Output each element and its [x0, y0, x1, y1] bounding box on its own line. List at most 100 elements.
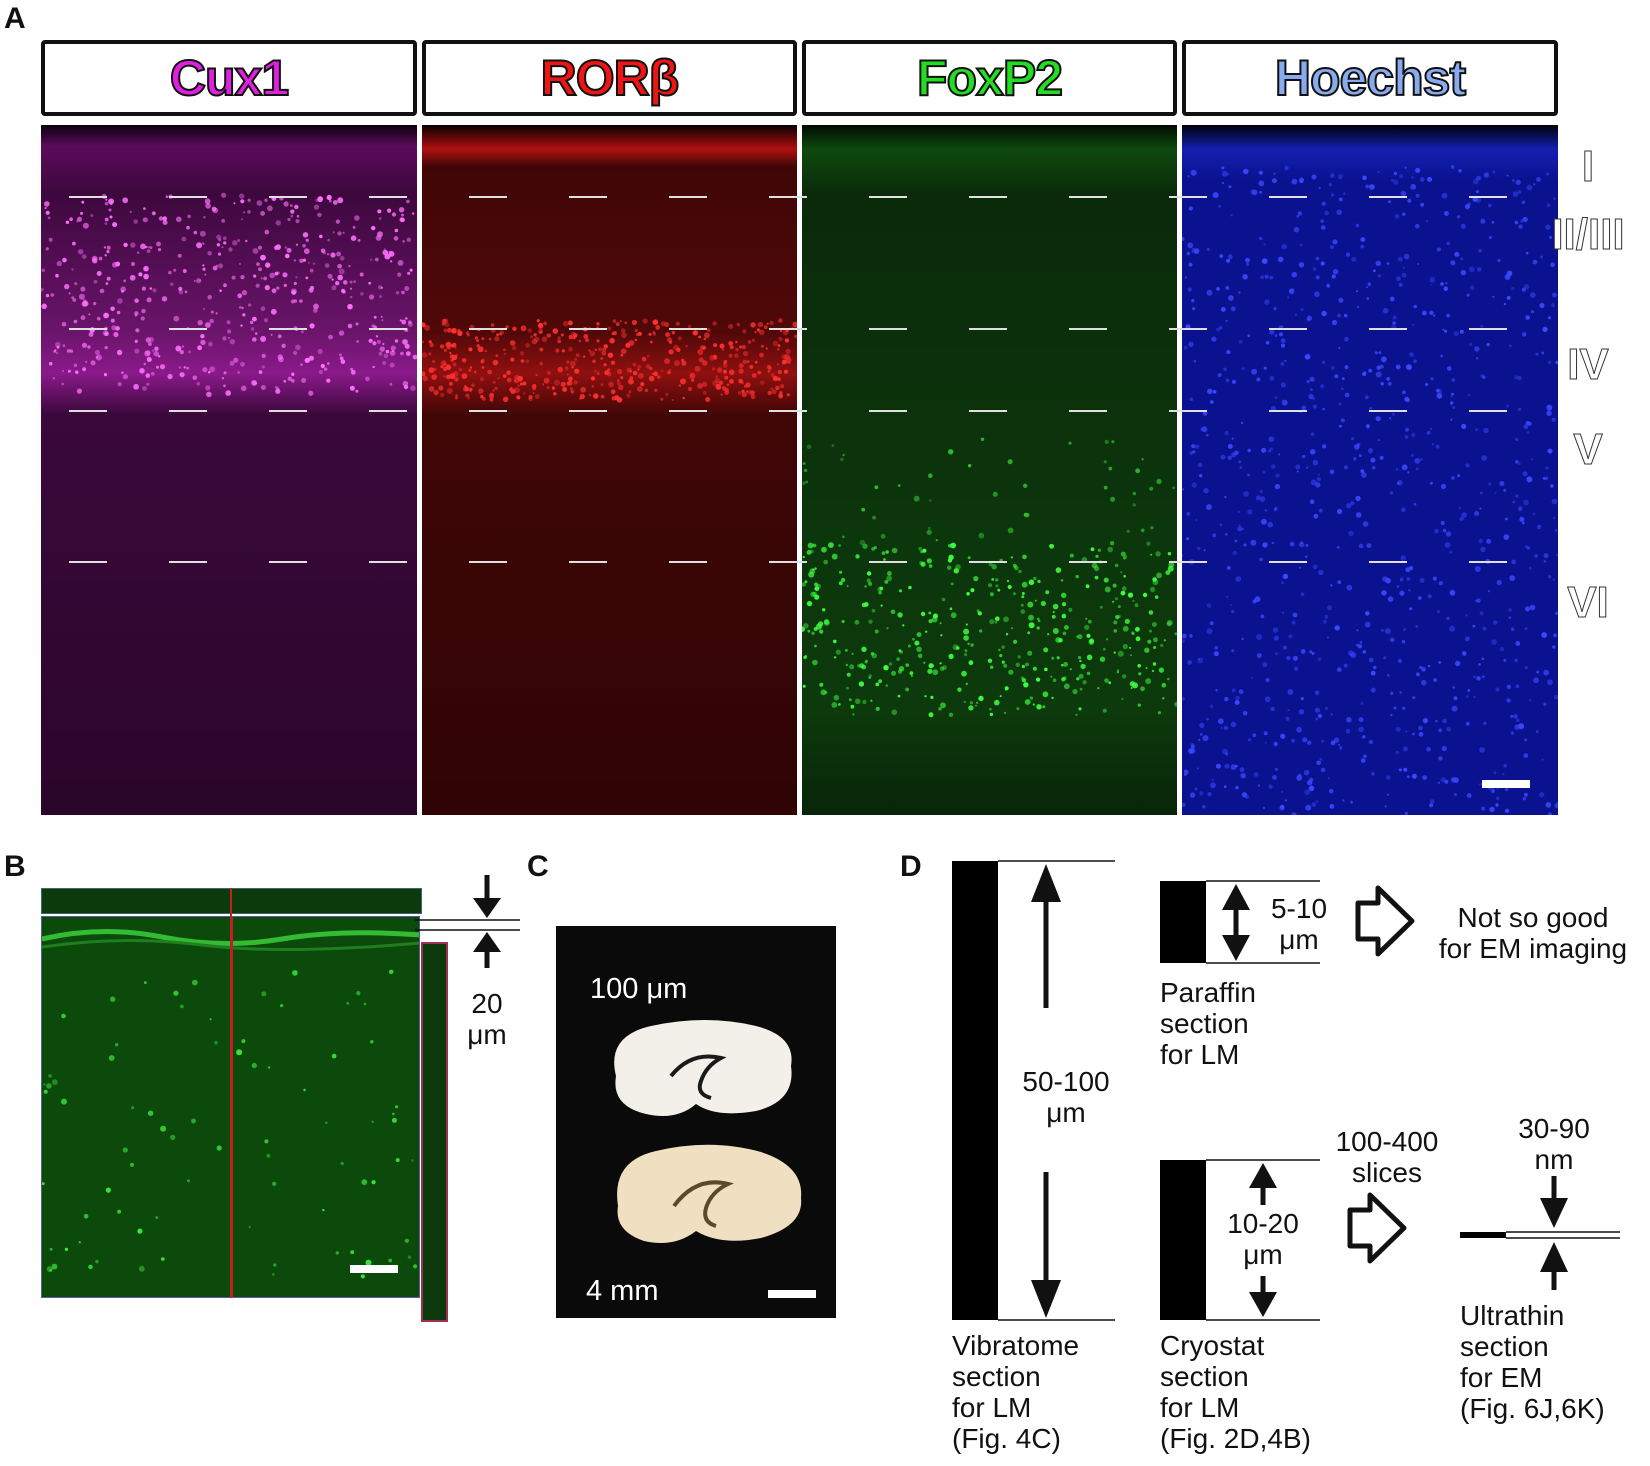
cell-speckle: [140, 243, 146, 250]
cell-speckle: [108, 198, 114, 205]
cell-speckle: [1189, 451, 1193, 455]
cell-speckle: [332, 200, 338, 205]
cell-speckle: [216, 1145, 222, 1151]
cell-speckle: [1206, 717, 1209, 721]
cell-speckle: [1086, 654, 1093, 661]
cell-speckle: [1461, 512, 1467, 518]
cell-speckle: [1452, 406, 1456, 409]
cell-speckle: [977, 611, 982, 616]
cell-speckle: [948, 653, 954, 660]
cell-speckle: [1121, 698, 1124, 700]
cell-speckle: [1510, 627, 1515, 631]
cell-speckle: [1508, 616, 1511, 619]
cell-speckle: [1231, 379, 1237, 384]
cell-speckle: [712, 321, 717, 326]
cell-speckle: [1103, 485, 1108, 490]
cell-speckle: [442, 375, 446, 378]
cell-speckle: [395, 291, 400, 295]
cell-speckle: [1469, 285, 1475, 290]
cell-speckle: [1391, 412, 1395, 416]
cell-speckle: [767, 390, 772, 396]
layer-label-iv: IV: [1567, 340, 1610, 390]
cell-speckle: [1322, 619, 1327, 624]
cell-speckle: [1517, 506, 1523, 512]
cell-speckle: [1085, 617, 1088, 620]
cell-speckle: [1431, 443, 1434, 446]
cell-speckle: [178, 289, 184, 295]
cell-speckle: [269, 272, 275, 279]
cell-speckle: [1406, 364, 1412, 370]
cell-speckle: [648, 332, 652, 336]
cell-speckle: [1280, 362, 1285, 366]
cell-speckle: [714, 377, 721, 383]
cell-speckle: [1157, 711, 1161, 715]
cell-speckle: [955, 646, 960, 650]
cell-speckle: [1141, 458, 1144, 461]
cell-speckle: [786, 360, 791, 365]
cell-speckle: [634, 338, 638, 342]
cell-speckle: [1287, 709, 1290, 712]
cell-speckle: [1340, 418, 1345, 423]
cell-speckle: [1553, 516, 1556, 520]
cell-speckle: [1207, 388, 1213, 394]
cell-speckle: [1481, 657, 1485, 661]
cell-speckle: [376, 339, 381, 344]
cell-speckle: [1337, 667, 1342, 672]
cell-speckle: [980, 437, 985, 441]
cell-speckle: [1366, 543, 1372, 549]
cell-speckle: [728, 341, 734, 346]
cell-speckle: [1235, 786, 1239, 790]
cell-speckle: [1078, 656, 1082, 660]
cell-speckle: [1437, 610, 1440, 614]
cell-speckle: [1281, 399, 1288, 406]
cell-speckle: [129, 210, 132, 214]
cell-speckle: [295, 344, 301, 351]
cell-speckle: [606, 371, 612, 377]
cell-speckle: [255, 382, 258, 385]
cell-speckle: [77, 216, 82, 222]
cell-speckle: [728, 353, 733, 358]
cell-speckle: [928, 619, 933, 624]
cell-speckle: [1187, 175, 1190, 178]
cell-speckle: [1190, 169, 1197, 176]
cell-speckle: [1550, 484, 1554, 488]
cell-speckle: [183, 366, 186, 369]
cell-speckle: [1242, 274, 1248, 280]
cell-speckle: [1440, 354, 1443, 358]
cell-speckle: [1410, 454, 1414, 457]
cell-speckle: [914, 640, 920, 646]
cell-speckle: [1270, 706, 1275, 712]
cell-speckle: [890, 609, 896, 615]
cell-speckle: [1492, 295, 1495, 298]
cell-speckle: [272, 1273, 275, 1276]
cell-speckle: [385, 349, 390, 354]
cell-speckle: [451, 354, 458, 361]
cell-speckle: [180, 1004, 184, 1009]
cell-speckle: [96, 354, 102, 361]
cell-speckle: [1161, 682, 1167, 688]
cell-speckle: [1379, 455, 1384, 460]
cell-speckle: [551, 386, 556, 390]
cell-speckle: [62, 369, 64, 372]
cell-speckle: [1356, 643, 1360, 647]
cryostat-thickness-value: 10-20: [1227, 1208, 1299, 1239]
cell-speckle: [1272, 627, 1279, 633]
cell-speckle: [1515, 641, 1521, 646]
cell-speckle: [327, 273, 333, 279]
cell-speckle: [1465, 614, 1468, 617]
cell-speckle: [343, 280, 348, 285]
cell-speckle: [1072, 689, 1078, 695]
cell-speckle: [1390, 713, 1393, 717]
cell-speckle: [1188, 206, 1193, 211]
cell-speckle: [1358, 454, 1362, 458]
cell-speckle: [1404, 811, 1408, 815]
cell-speckle: [976, 609, 980, 613]
cell-speckle: [285, 253, 290, 259]
cell-speckle: [1061, 663, 1064, 667]
cell-speckle: [1278, 453, 1281, 456]
cell-speckle: [676, 347, 681, 352]
cell-speckle: [1526, 476, 1533, 483]
cell-speckle: [1451, 392, 1454, 396]
cell-speckle: [457, 329, 461, 333]
cell-speckle: [1443, 286, 1449, 291]
